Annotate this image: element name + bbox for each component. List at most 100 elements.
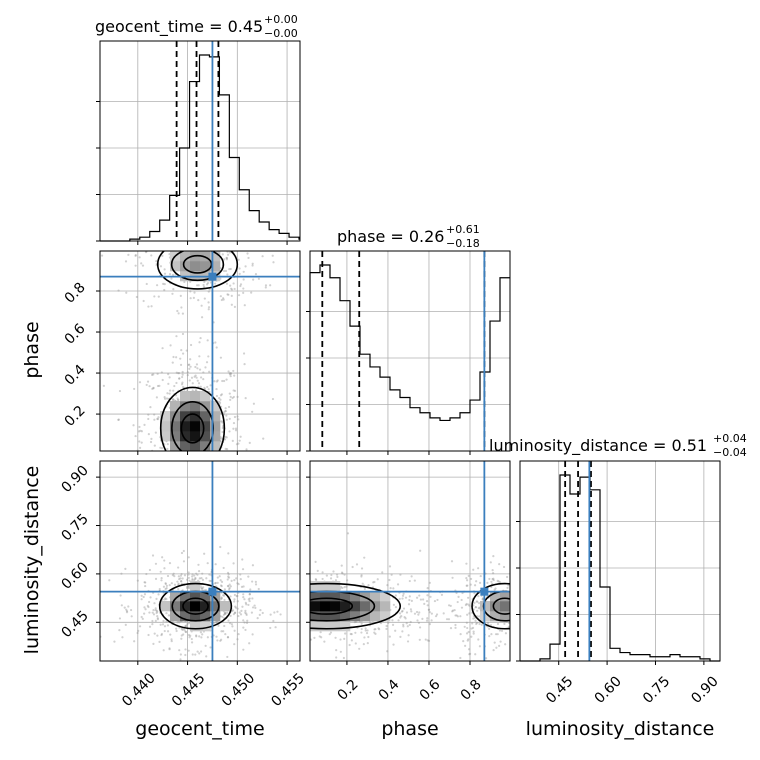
density-cell	[180, 431, 191, 442]
sample-point	[173, 583, 177, 586]
sample-point	[296, 618, 298, 620]
sample-point	[233, 643, 236, 646]
sample-point	[172, 288, 175, 291]
sample-point	[161, 623, 165, 626]
sample-point	[533, 600, 535, 602]
sample-point	[301, 627, 303, 629]
sample-point	[273, 624, 275, 626]
sample-point	[251, 597, 254, 600]
sample-point	[220, 298, 223, 302]
sample-point	[498, 581, 502, 584]
sample-point	[160, 579, 163, 582]
sample-point	[189, 468, 191, 470]
sample-point	[175, 627, 178, 630]
sample-point	[167, 382, 170, 385]
sample-point	[225, 649, 227, 651]
sample-point	[491, 577, 494, 581]
x-axis-label-luminosity-distance: luminosity_distance	[526, 718, 715, 740]
sample-point	[221, 253, 224, 256]
sample-point	[159, 265, 163, 268]
sample-point	[471, 626, 475, 629]
sample-point	[181, 628, 184, 631]
sample-point	[267, 606, 269, 608]
sample-point	[542, 609, 544, 611]
sample-point	[236, 638, 239, 641]
sample-point	[201, 587, 204, 590]
sample-point	[226, 244, 228, 246]
sample-point	[156, 618, 159, 621]
sample-point	[246, 252, 249, 255]
sample-point	[435, 613, 439, 616]
sample-point	[204, 453, 206, 455]
sample-point	[215, 467, 217, 469]
sample-point	[290, 620, 292, 622]
density-cell	[170, 411, 181, 422]
sample-point	[193, 462, 195, 464]
sample-point	[225, 257, 228, 260]
sample-point	[506, 667, 508, 669]
sample-point	[389, 587, 392, 590]
sample-point	[282, 603, 284, 605]
sample-point	[203, 457, 205, 459]
sample-point	[374, 627, 377, 631]
sample-point	[273, 611, 276, 614]
sample-point	[176, 452, 178, 454]
sample-point	[167, 505, 169, 507]
sample-point	[173, 473, 175, 475]
sample-point	[168, 473, 170, 475]
sample-point	[209, 646, 212, 649]
sample-point	[173, 464, 175, 466]
sample-point	[181, 480, 183, 482]
contour-line	[492, 597, 510, 615]
sample-point	[368, 621, 372, 624]
sample-point	[236, 594, 239, 598]
sample-point	[339, 638, 342, 641]
sample-point	[163, 474, 165, 476]
sample-point	[178, 457, 180, 459]
sample-point	[194, 576, 197, 580]
sample-point	[240, 597, 242, 599]
sample-point	[330, 573, 333, 577]
sample-point	[481, 598, 484, 601]
sample-point	[319, 631, 322, 634]
sample-point	[281, 616, 283, 618]
sample-point	[413, 612, 417, 615]
sample-point	[242, 593, 245, 596]
sample-point	[220, 596, 223, 599]
sample-point	[199, 385, 202, 388]
sample-point	[87, 602, 89, 604]
sample-point	[182, 462, 184, 464]
sample-point	[214, 581, 217, 585]
sample-point	[214, 627, 216, 629]
sample-point	[246, 582, 248, 584]
sample-point	[159, 446, 162, 449]
sample-point	[374, 632, 377, 635]
sample-point	[124, 623, 127, 626]
truth-marker	[480, 587, 489, 596]
sample-point	[172, 398, 175, 401]
sample-point	[195, 376, 198, 379]
sample-point	[190, 641, 194, 644]
sample-point	[498, 644, 501, 647]
sample-point	[289, 593, 291, 595]
sample-point	[525, 598, 527, 600]
sample-point	[243, 598, 246, 601]
density-cell	[200, 441, 211, 451]
sample-point	[507, 621, 510, 625]
sample-point	[219, 545, 222, 549]
density-cell	[210, 421, 221, 432]
sample-point	[306, 628, 308, 630]
title-sub: −0.18	[446, 237, 480, 250]
sample-point	[193, 456, 195, 458]
density-cell	[190, 421, 201, 432]
sample-point	[233, 389, 237, 392]
truth-marker	[208, 587, 217, 596]
sample-point	[296, 580, 298, 582]
sample-point	[196, 379, 199, 382]
sample-point	[548, 579, 550, 581]
sample-point	[549, 588, 551, 590]
sample-point	[295, 651, 297, 653]
sample-point	[424, 638, 427, 641]
sample-point	[133, 640, 136, 643]
sample-point	[158, 665, 160, 667]
